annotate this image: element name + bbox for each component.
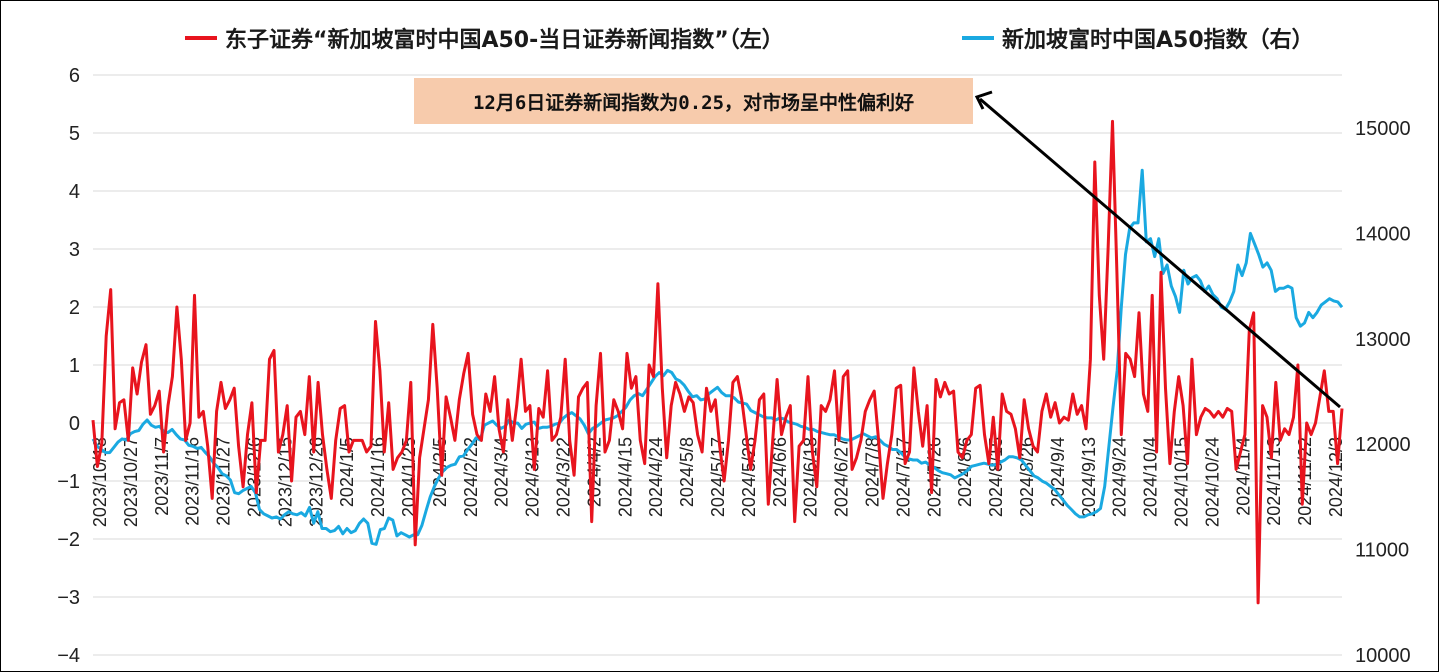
x-tick-label: 2024/2/22 (461, 437, 481, 517)
x-tick-label: 2023/11/16 (183, 437, 203, 526)
left-tick-label: 1 (69, 355, 80, 377)
right-tick-label: 14000 (1355, 223, 1411, 245)
x-tick-label: 2023/12/26 (306, 437, 326, 527)
series-layer (91, 119, 1344, 605)
left-tick-label: −3 (57, 587, 80, 609)
left-tick-label: 6 (69, 65, 80, 87)
right-tick-label: 13000 (1355, 329, 1411, 351)
x-tick-label: 2024/11/4 (1233, 437, 1253, 516)
legend-swatch-a50-index (962, 36, 994, 40)
legend-label-news-index: 东子证券“新加坡富时中国A50-当日证券新闻指数”（左） (225, 28, 784, 53)
left-tick-label: 5 (69, 123, 80, 145)
x-tick-label: 2023/11/7 (152, 437, 172, 516)
x-tick-label: 2024/1/16 (368, 437, 388, 517)
x-tick-label: 2024/9/13 (1079, 437, 1099, 517)
left-tick-label: −2 (57, 529, 80, 551)
left-tick-label: −1 (57, 471, 80, 493)
x-tick-label: 2024/3/13 (523, 437, 543, 517)
right-tick-label: 11000 (1355, 540, 1409, 562)
x-tick-label: 2024/1/5 (337, 437, 357, 507)
x-tick-label: 2024/6/18 (801, 437, 821, 517)
legend: 东子证券“新加坡富时中国A50-当日证券新闻指数”（左） 新加坡富时中国A50指… (0, 22, 1439, 54)
left-tick-label: 0 (69, 413, 80, 435)
annotation-arrow-head (974, 90, 993, 110)
annotation-arrow (974, 90, 1341, 409)
x-tick-label: 2024/5/17 (708, 437, 728, 517)
left-tick-label: 4 (69, 181, 80, 203)
x-tick-label: 2024/7/8 (863, 437, 883, 507)
x-tick-label: 2024/5/8 (677, 437, 697, 507)
x-tick-label: 2024/12/3 (1326, 437, 1346, 517)
x-tick-label: 2023/11/27 (214, 437, 234, 526)
x-tick-label: 2023/10/18 (90, 437, 110, 527)
x-tick-label: 2024/8/15 (986, 437, 1006, 517)
annotation-arrow-line (979, 97, 1341, 409)
right-axis-ticks: 15000 14000 13000 12000 11000 10000 (1355, 118, 1411, 667)
legend-item-news-index: 东子证券“新加坡富时中国A50-当日证券新闻指数”（左） (185, 22, 784, 54)
x-tick-label: 2024/6/6 (770, 437, 790, 507)
legend-label-a50-index: 新加坡富时中国A50指数（右） (1002, 28, 1314, 53)
x-tick-label: 2024/10/4 (1141, 437, 1161, 517)
x-axis-ticks: 2023/10/18 2023/10/27 2023/11/7 2023/11/16 2… (90, 437, 1346, 527)
left-tick-label: 3 (69, 239, 80, 261)
x-tick-label: 2024/10/24 (1202, 437, 1222, 527)
x-tick-label: 2024/8/26 (1017, 437, 1037, 517)
gridlines (93, 74, 1342, 656)
right-tick-label: 10000 (1355, 645, 1411, 667)
x-tick-label: 2024/4/24 (646, 437, 666, 517)
left-tick-label: −4 (57, 645, 80, 667)
legend-item-a50-index: 新加坡富时中国A50指数（右） (962, 22, 1314, 54)
x-tick-label: 2024/9/4 (1048, 437, 1068, 507)
x-tick-label: 2023/10/27 (121, 437, 141, 527)
left-axis-ticks: 6 5 4 3 2 1 0 −1 −2 −3 −4 (57, 65, 80, 667)
series-line-news-index (91, 119, 1344, 605)
legend-swatch-news-index (185, 36, 217, 40)
x-tick-label: 2024/9/24 (1110, 437, 1130, 517)
right-tick-label: 15000 (1355, 118, 1411, 140)
x-tick-label: 2024/3/4 (492, 437, 512, 507)
x-tick-label: 2024/4/15 (615, 437, 635, 517)
series-line-a50-index (91, 168, 1344, 546)
annotation-box: 12月6日证券新闻指数为0.25，对市场呈中性偏利好 (414, 78, 973, 124)
right-tick-label: 12000 (1355, 434, 1411, 456)
x-tick-label: 2024/2/5 (430, 437, 450, 507)
x-tick-label: 2024/11/13 (1264, 437, 1284, 526)
left-tick-label: 2 (69, 297, 80, 319)
x-tick-label: 2024/6/27 (832, 437, 852, 517)
x-tick-label: 2024/3/22 (554, 437, 574, 517)
